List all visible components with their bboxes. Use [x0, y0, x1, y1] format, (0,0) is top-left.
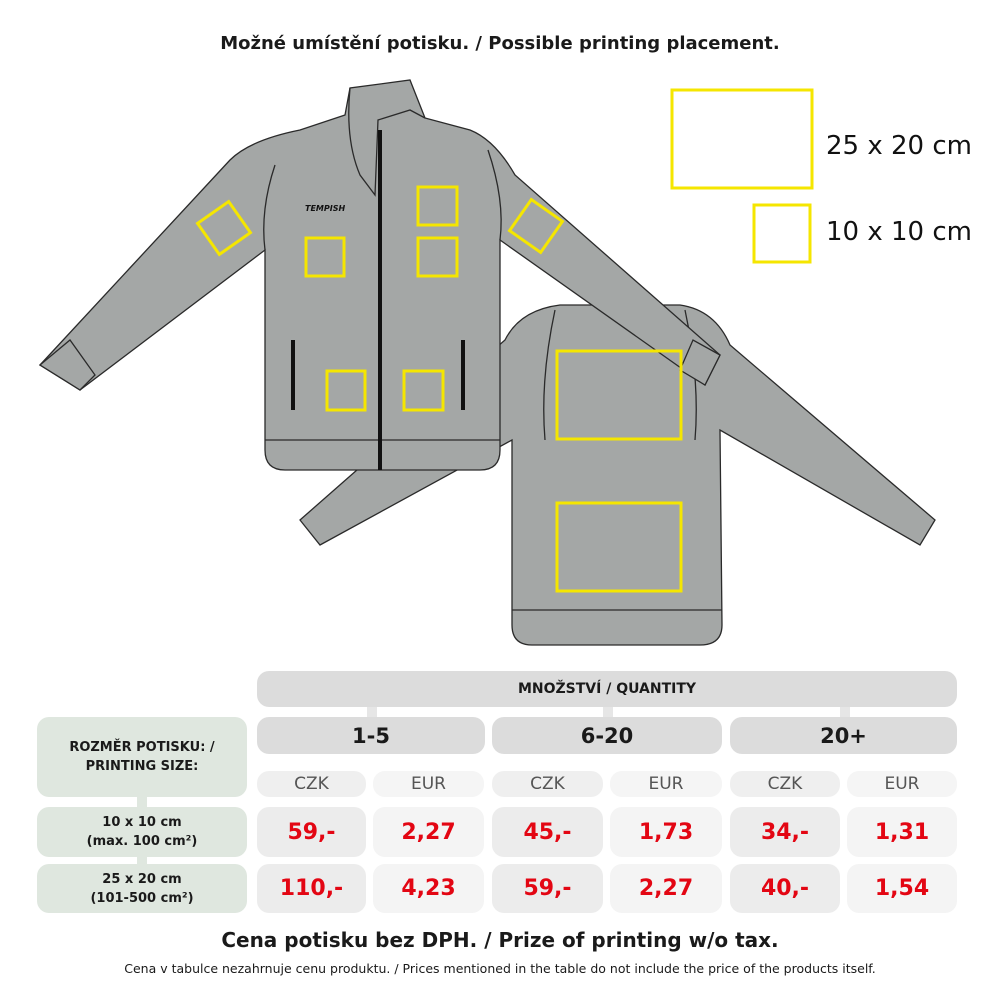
price-cell: 1,54 [847, 864, 957, 913]
placement-back-upper [555, 349, 683, 441]
price-cell: 2,27 [610, 864, 722, 913]
currency-czk: CZK [257, 771, 366, 797]
currency-eur: EUR [610, 771, 722, 797]
legend-label-small: 10 x 10 cm [826, 217, 972, 247]
currency-czk: CZK [492, 771, 603, 797]
brand-logo: TEMPISH [305, 204, 345, 213]
price-cell: 1,73 [610, 807, 722, 857]
placement-left-chest [304, 236, 346, 278]
quantity-header: MNOŽSTVÍ / QUANTITY [257, 671, 957, 707]
price-disclaimer: Cena v tabulce nezahrnuje cenu produktu.… [124, 961, 876, 976]
placement-right-pocket [402, 369, 445, 412]
size-note: (101-500 cm²) [90, 890, 194, 906]
currency-eur: EUR [373, 771, 484, 797]
price-cell: 34,- [730, 807, 840, 857]
size-label: 10 x 10 cm [102, 815, 182, 830]
legend-swatch-large [670, 88, 814, 190]
currency-czk: CZK [730, 771, 840, 797]
tax-note: Cena potisku bez DPH. / Prize of printin… [221, 928, 779, 952]
size-row-25x20: 25 x 20 cm (101-500 cm²) [37, 864, 247, 913]
size-row-10x10: 10 x 10 cm (max. 100 cm²) [37, 807, 247, 857]
price-cell: 110,- [257, 864, 366, 913]
placement-left-pocket [325, 369, 367, 412]
quantity-group-20plus: 20+ [730, 717, 957, 754]
page-title: Možné umístění potisku. / Possible print… [220, 33, 780, 54]
placement-right-chest-lower [416, 236, 459, 278]
quantity-group-6-20: 6-20 [492, 717, 722, 754]
price-cell: 59,- [492, 864, 603, 913]
placement-areas [195, 185, 683, 593]
currency-eur: EUR [847, 771, 957, 797]
price-cell: 59,- [257, 807, 366, 857]
quantity-group-1-5: 1-5 [257, 717, 485, 754]
legend-swatch-small [752, 203, 812, 264]
legend-label-large: 25 x 20 cm [826, 131, 972, 161]
size-note: (max. 100 cm²) [86, 834, 198, 849]
placement-back-lower [555, 501, 683, 593]
price-cell: 4,23 [373, 864, 484, 913]
size-label: 25 x 20 cm [102, 871, 182, 887]
placement-left-sleeve [195, 199, 253, 257]
price-cell: 1,31 [847, 807, 957, 857]
placement-right-chest-upper [416, 185, 459, 227]
price-cell: 40,- [730, 864, 840, 913]
size-header: ROZMĚR POTISKU: / PRINTING SIZE: [37, 717, 247, 797]
jacket-illustration: TEMPISH [38, 79, 936, 646]
placement-right-sleeve [507, 197, 565, 255]
price-cell: 45,- [492, 807, 603, 857]
price-cell: 2,27 [373, 807, 484, 857]
